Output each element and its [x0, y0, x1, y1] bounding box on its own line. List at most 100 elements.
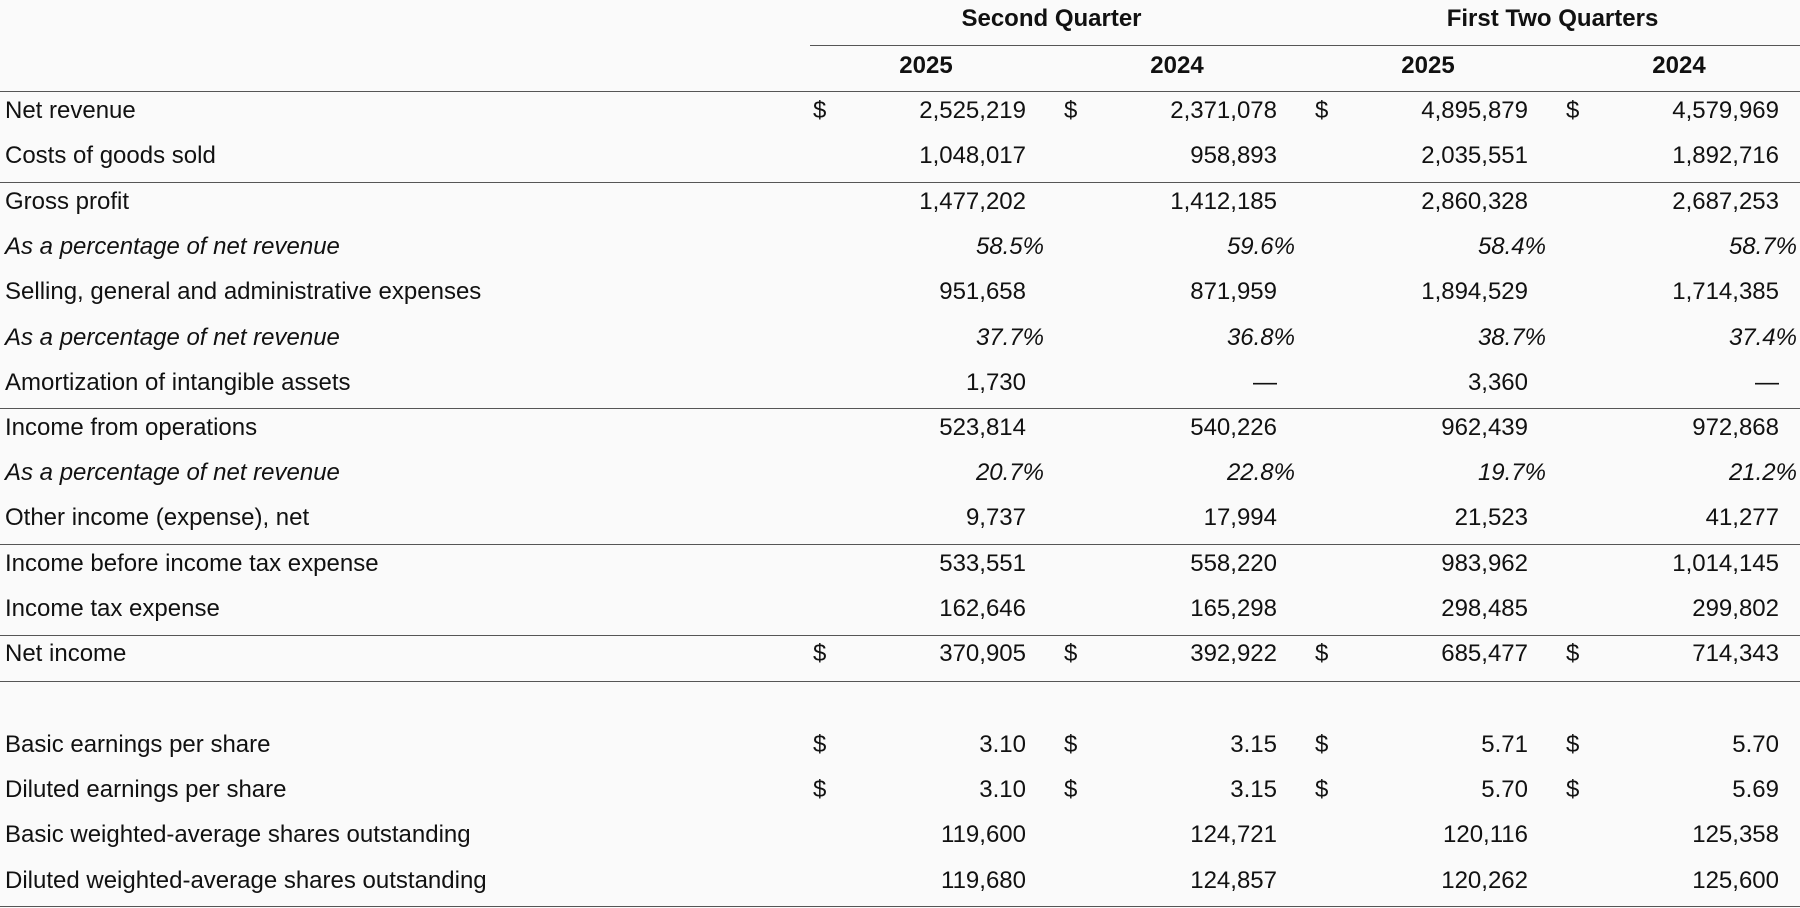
group-header-underline — [810, 45, 1800, 46]
rule-above-net-income — [0, 635, 1800, 636]
value-h1-2024: 5.69 — [1732, 776, 1779, 803]
value-h1-2025: 2,035,551 — [1421, 142, 1528, 169]
rule-above-income-from-operations — [0, 408, 1800, 409]
row-other-income-expense: Other income (expense), net 9,737 17,994… — [0, 495, 1800, 540]
value-q2-2025: 951,658 — [939, 278, 1026, 305]
currency-symbol: $ — [1064, 776, 1078, 803]
row-amortization-intangibles: Amortization of intangible assets 1,730 … — [0, 360, 1800, 405]
row-net-revenue: Net revenue $ 2,525,219 $ 2,371,078 $ 4,… — [0, 88, 1800, 133]
value-h1-2024: 37.4% — [1728, 324, 1797, 351]
value-q2-2024: 540,226 — [1190, 414, 1277, 441]
value-q2-2024: 124,721 — [1190, 821, 1277, 848]
value-q2-2025: 119,680 — [941, 867, 1026, 894]
value-h1-2025: 1,894,529 — [1421, 278, 1528, 305]
row-income-from-operations: Income from operations 523,814 540,226 9… — [0, 405, 1800, 450]
value-h1-2024: 1,014,145 — [1672, 550, 1779, 577]
value-h1-2024: 299,802 — [1692, 595, 1779, 622]
value-h1-2025: 983,962 — [1441, 550, 1528, 577]
value-q2-2024: 17,994 — [1203, 504, 1277, 531]
value-q2-2024: 958,893 — [1190, 142, 1277, 169]
value-h1-2024: 41,277 — [1705, 504, 1779, 531]
value-q2-2025: 162,646 — [939, 595, 1026, 622]
value-h1-2025: 3,360 — [1467, 369, 1528, 396]
row-gross-margin-percentage: As a percentage of net revenue 58.5% 59.… — [0, 224, 1800, 269]
value-q2-2025: 370,905 — [939, 640, 1026, 667]
currency-symbol: $ — [1064, 97, 1078, 124]
header-year-q2-2024: 2024 — [1150, 52, 1204, 79]
value-h1-2025: 5.70 — [1481, 776, 1528, 803]
value-q2-2024: 3.15 — [1230, 776, 1277, 803]
value-h1-2024: 714,343 — [1692, 640, 1779, 667]
row-label: Net revenue — [5, 97, 136, 124]
value-q2-2025: 1,477,202 — [919, 188, 1026, 215]
value-q2-2024: 22.8% — [1226, 459, 1295, 486]
value-h1-2025: 120,116 — [1443, 821, 1528, 848]
value-h1-2025: 4,895,879 — [1421, 97, 1528, 124]
row-label: Costs of goods sold — [5, 142, 216, 169]
value-q2-2025: 20.7% — [975, 459, 1044, 486]
value-q2-2025: 3.10 — [979, 776, 1026, 803]
value-q2-2025: 523,814 — [939, 414, 1026, 441]
value-h1-2024: 2,687,253 — [1672, 188, 1779, 215]
currency-symbol: $ — [813, 731, 827, 758]
value-h1-2024: — — [1755, 369, 1779, 396]
value-h1-2025: 58.4% — [1477, 233, 1546, 260]
value-h1-2024: 58.7% — [1728, 233, 1797, 260]
value-h1-2025: 2,860,328 — [1421, 188, 1528, 215]
currency-symbol: $ — [1315, 731, 1329, 758]
row-basic-eps: Basic earnings per share $ 3.10 $ 3.15 $… — [0, 722, 1800, 767]
value-h1-2024: 21.2% — [1728, 459, 1797, 486]
value-q2-2025: 58.5% — [975, 233, 1044, 260]
header-first-two-quarters: First Two Quarters — [1446, 5, 1659, 32]
value-h1-2025: 962,439 — [1441, 414, 1528, 441]
value-q2-2025: 533,551 — [939, 550, 1026, 577]
value-q2-2024: 3.15 — [1230, 731, 1277, 758]
row-label: Income before income tax expense — [5, 550, 379, 577]
row-label: Diluted earnings per share — [5, 776, 287, 803]
currency-symbol: $ — [1064, 731, 1078, 758]
row-label: Diluted weighted-average shares outstand… — [5, 867, 487, 894]
value-q2-2024: — — [1253, 369, 1277, 396]
currency-symbol: $ — [813, 97, 827, 124]
row-label: Gross profit — [5, 188, 130, 215]
value-h1-2025: 21,523 — [1454, 504, 1528, 531]
row-operating-margin-percentage: As a percentage of net revenue 20.7% 22.… — [0, 450, 1800, 495]
value-q2-2025: 1,730 — [965, 369, 1026, 396]
value-q2-2024: 392,922 — [1190, 640, 1277, 667]
row-label: Selling, general and administrative expe… — [5, 278, 482, 305]
currency-symbol: $ — [813, 776, 827, 803]
row-label: Net income — [5, 640, 127, 667]
rule-above-gross-profit — [0, 182, 1800, 183]
value-h1-2024: 5.70 — [1732, 731, 1779, 758]
row-label: As a percentage of net revenue — [5, 459, 340, 486]
row-diluted-eps: Diluted earnings per share $ 3.10 $ 3.15… — [0, 767, 1800, 812]
row-label: Income from operations — [5, 414, 258, 441]
currency-symbol: $ — [1566, 97, 1580, 124]
value-h1-2025: 298,485 — [1441, 595, 1528, 622]
row-label: Other income (expense), net — [5, 504, 310, 531]
value-q2-2024: 124,857 — [1190, 867, 1277, 894]
row-costs-of-goods-sold: Costs of goods sold 1,048,017 958,893 2,… — [0, 133, 1800, 178]
row-label: Basic earnings per share — [5, 731, 271, 758]
rule-below-net-income — [0, 681, 1800, 682]
row-label: As a percentage of net revenue — [5, 324, 340, 351]
value-h1-2025: 19.7% — [1477, 459, 1546, 486]
header-second-quarter: Second Quarter — [961, 5, 1142, 32]
value-h1-2024: 4,579,969 — [1672, 97, 1779, 124]
value-q2-2025: 3.10 — [979, 731, 1026, 758]
value-q2-2024: 558,220 — [1190, 550, 1277, 577]
currency-symbol: $ — [1566, 731, 1580, 758]
value-h1-2025: 120,262 — [1441, 867, 1528, 894]
value-q2-2024: 2,371,078 — [1170, 97, 1277, 124]
value-h1-2024: 125,358 — [1692, 821, 1779, 848]
value-h1-2024: 125,600 — [1692, 867, 1779, 894]
row-label: Income tax expense — [5, 595, 220, 622]
row-sga-percentage: As a percentage of net revenue 37.7% 36.… — [0, 315, 1800, 360]
value-q2-2025: 2,525,219 — [919, 97, 1026, 124]
value-q2-2025: 119,600 — [941, 821, 1026, 848]
currency-symbol: $ — [1315, 776, 1329, 803]
currency-symbol: $ — [1315, 97, 1329, 124]
rule-above-income-before-tax — [0, 544, 1800, 545]
value-h1-2024: 1,714,385 — [1672, 278, 1779, 305]
